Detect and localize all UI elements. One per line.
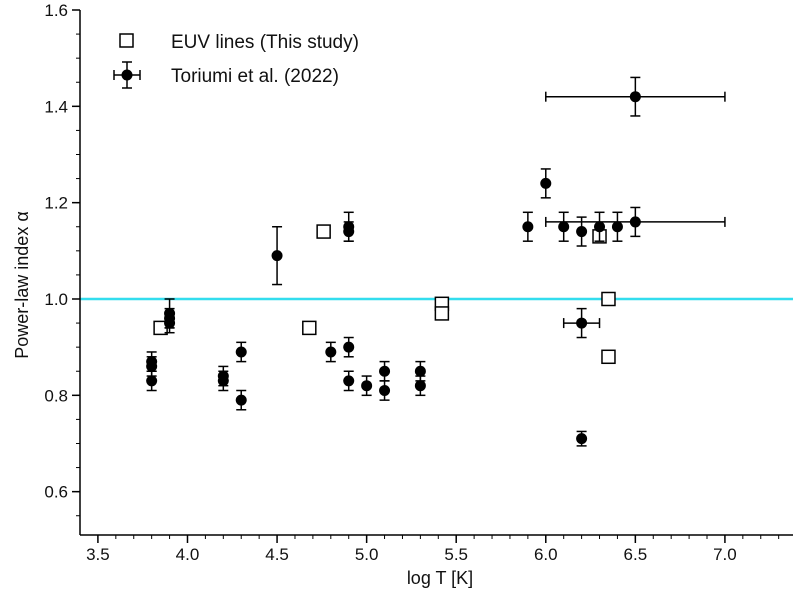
toriumi-point — [522, 211, 534, 242]
euv-point — [316, 224, 331, 239]
euv-point — [434, 306, 450, 321]
toriumi-dot — [414, 365, 426, 377]
toriumi-point — [379, 380, 391, 401]
toriumi-point — [594, 211, 606, 242]
y-tick-label: 1.2 — [44, 194, 68, 213]
toriumi-dot — [343, 226, 355, 238]
toriumi-dot — [558, 221, 570, 233]
toriumi-point — [379, 360, 391, 382]
toriumi-point — [343, 370, 355, 392]
toriumi-point — [325, 341, 337, 363]
toriumi-dot — [146, 375, 158, 387]
toriumi-dot — [576, 226, 588, 238]
toriumi-point — [217, 370, 229, 392]
y-tick-label: 0.8 — [44, 386, 68, 405]
x-tick-label: 4.5 — [265, 545, 289, 564]
toriumi-dot — [629, 91, 641, 103]
toriumi-dot — [164, 317, 176, 329]
toriumi-point — [235, 341, 247, 363]
y-tick-label: 0.6 — [44, 483, 68, 502]
toriumi-point — [576, 216, 588, 247]
y-tick-label: 1.0 — [44, 290, 68, 309]
toriumi-dot — [379, 365, 391, 377]
euv-point — [601, 291, 616, 307]
toriumi-point — [343, 336, 355, 358]
toriumi-point — [562, 307, 601, 339]
toriumi-point — [271, 225, 283, 286]
toriumi-dot — [576, 433, 588, 445]
toriumi-point — [235, 389, 247, 411]
legend-toriumi-label: Toriumi et al. (2022) — [171, 66, 339, 87]
toriumi-dot — [576, 317, 588, 329]
toriumi-dot — [540, 177, 552, 189]
x-tick-label: 7.0 — [713, 545, 737, 564]
x-axis-label: log T [K] — [407, 568, 473, 588]
toriumi-dot — [235, 394, 247, 406]
toriumi-point — [361, 375, 373, 397]
toriumi-point — [414, 360, 426, 382]
toriumi-point — [414, 375, 426, 397]
toriumi-dot — [235, 346, 247, 358]
toriumi-point — [545, 76, 726, 117]
toriumi-point — [146, 356, 158, 377]
x-tick-label: 5.5 — [444, 545, 468, 564]
toriumi-point — [558, 211, 570, 242]
y-axis-label: Power-law index α — [12, 211, 32, 358]
toriumi-point — [611, 211, 623, 242]
x-tick-label: 5.0 — [355, 545, 379, 564]
toriumi-point — [146, 370, 158, 392]
legend-euv-label: EUV lines (This study) — [171, 32, 359, 53]
toriumi-dot — [594, 221, 606, 233]
toriumi-dot — [522, 221, 534, 233]
toriumi-dot — [611, 221, 623, 233]
toriumi-point — [540, 168, 552, 199]
euv-point — [302, 320, 317, 336]
x-tick-label: 3.5 — [86, 545, 110, 564]
x-tick-label: 6.5 — [624, 545, 648, 564]
toriumi-point — [545, 206, 726, 238]
legend-euv-marker — [119, 33, 134, 48]
toriumi-dot — [343, 341, 355, 353]
toriumi-point — [164, 312, 176, 334]
plot-area: 3.5 4.0 4.5 5.0 5.5 6.0 6.5 7.0 0.6 0.8 1.0 1.2 1.4 1… — [44, 1, 793, 564]
data-marks — [146, 76, 726, 447]
toriumi-dot — [379, 385, 391, 397]
x-tick-label: 4.0 — [176, 545, 200, 564]
toriumi-dot — [343, 375, 355, 387]
toriumi-dot — [271, 250, 283, 262]
toriumi-dot — [146, 360, 158, 372]
euv-point — [601, 349, 616, 365]
x-tick-label: 6.0 — [534, 545, 558, 564]
toriumi-dot — [325, 346, 337, 358]
toriumi-dot — [414, 380, 426, 392]
toriumi-dot — [629, 216, 641, 228]
axes: 3.5 4.0 4.5 5.0 5.5 6.0 6.5 7.0 0.6 0.8 1.0 1.2 1.4 1… — [44, 1, 793, 564]
toriumi-dot — [217, 375, 229, 387]
legend-toriumi-marker — [113, 61, 141, 89]
toriumi-point — [343, 221, 355, 242]
toriumi-point — [576, 430, 588, 447]
y-tick-label: 1.6 — [44, 1, 68, 20]
y-tick-label: 1.4 — [44, 97, 68, 116]
toriumi-dot — [361, 380, 373, 392]
legend: EUV lines (This study) Toriumi et al. (2… — [113, 32, 359, 89]
